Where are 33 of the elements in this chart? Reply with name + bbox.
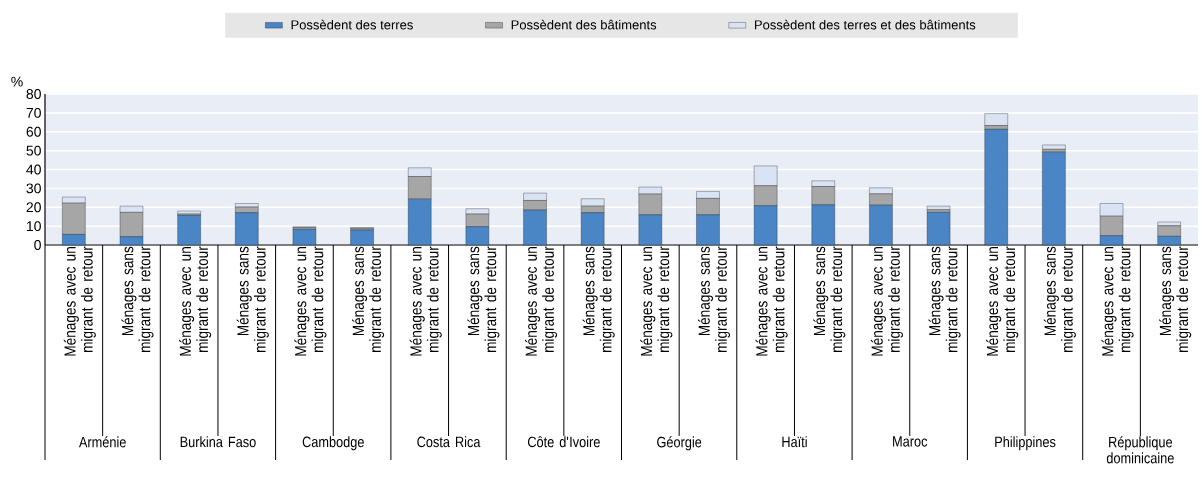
y-tick-label: 70 — [26, 107, 41, 118]
x-tick-label: Ménages avec un migrant de retour — [179, 246, 212, 356]
x-tick-label: Ménages avec un migrant de retour — [294, 246, 327, 356]
x-tick-label: Ménages avec un migrant de retour — [63, 246, 96, 356]
y-tick-label: 0 — [34, 240, 41, 250]
legend-label: Possèdent des bâtiments — [511, 19, 657, 30]
text: Cambodge — [302, 436, 364, 451]
y-axis-title: % — [11, 76, 23, 87]
x-tick-label: Ménages avec un migrant de retour — [986, 246, 1019, 356]
y-tick-label: 20 — [26, 202, 41, 213]
y-tick-label: 40 — [26, 164, 41, 175]
x-tick-label: Ménages avec un migrant de retour — [870, 246, 903, 356]
x-tick-label: Ménages avec un migrant de retour — [640, 246, 673, 356]
text: Costa Rica — [417, 436, 481, 448]
text: Côte d'Ivoire — [527, 436, 600, 448]
text: Géorgie — [657, 436, 702, 451]
x-tick-label: Ménages avec un migrant de retour — [755, 246, 788, 356]
y-tick-label: 50 — [26, 145, 41, 156]
x-tick-label: Ménages avec un migrant de retour — [409, 246, 442, 356]
legend-label: Possèdent des terres — [291, 19, 413, 30]
y-tick-label: 80 — [26, 89, 41, 99]
x-tick-label: Ménages avec un migrant de retour — [1101, 246, 1134, 356]
legend-label: Possèdent des terres et des bâtiments — [755, 19, 976, 30]
text: Maroc — [893, 436, 928, 447]
text: République dominicaine — [1106, 436, 1174, 464]
text: Burkina Faso — [180, 436, 256, 448]
x-tick-label: Ménages avec un migrant de retour — [524, 246, 558, 356]
y-tick-label: 30 — [26, 183, 41, 194]
text: Arménie — [78, 436, 126, 448]
text: Haïti — [782, 436, 807, 448]
y-tick-label: 10 — [26, 221, 41, 232]
text: Philippines — [995, 436, 1056, 451]
y-tick-label: 60 — [26, 126, 41, 137]
